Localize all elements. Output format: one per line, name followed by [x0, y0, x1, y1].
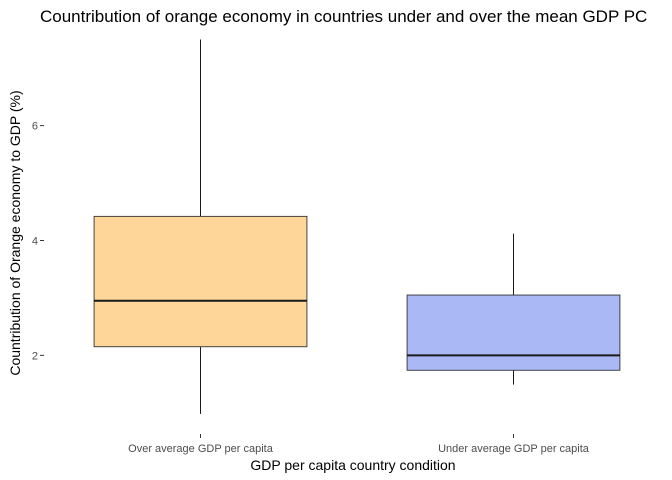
- y-axis: 2 4 6: [32, 121, 44, 362]
- y-tick-label: 6: [32, 121, 38, 133]
- boxplot-under-average: [406, 233, 621, 385]
- chart-title: Countribution of orange economy in count…: [40, 7, 647, 26]
- x-tick-label: Over average GDP per capita: [128, 443, 274, 455]
- x-axis-title: GDP per capita country condition: [250, 457, 455, 473]
- y-axis-title: Countribution of Orange economy to GDP (…: [7, 90, 23, 375]
- iqr-box: [93, 215, 308, 348]
- y-tick-label: 2: [32, 350, 38, 362]
- boxplot-over-average: [93, 39, 308, 414]
- x-tick-label: Under average GDP per capita: [438, 443, 590, 455]
- iqr-box: [406, 294, 621, 371]
- plot-area: [93, 39, 621, 414]
- x-axis: Over average GDP per capita Under average…: [128, 434, 590, 455]
- y-tick-label: 4: [32, 235, 38, 247]
